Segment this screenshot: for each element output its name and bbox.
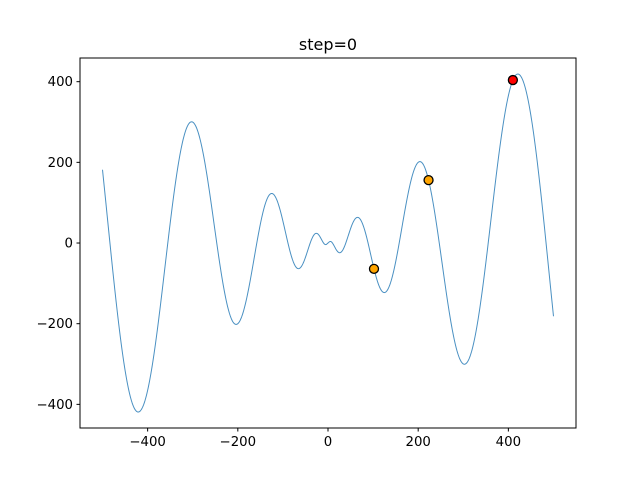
marker-layer bbox=[368, 74, 519, 274]
best-point-marker bbox=[507, 74, 519, 86]
y-tick-label: −200 bbox=[36, 317, 73, 332]
x-tick-label: 200 bbox=[405, 435, 430, 450]
x-tick-label: −200 bbox=[220, 435, 257, 450]
x-tick-label: −400 bbox=[129, 435, 166, 450]
y-tick-label: 400 bbox=[48, 75, 73, 90]
x-tick-label: 400 bbox=[496, 435, 521, 450]
y-tick-label: 0 bbox=[65, 237, 73, 252]
axis-ticks: −400 −200 0 200 400 −400 −200 0 200 400 bbox=[36, 75, 521, 450]
curve-layer bbox=[102, 73, 554, 413]
objective-function-curve bbox=[102, 73, 554, 413]
candidate-point-2-marker bbox=[423, 174, 434, 186]
y-tick-label: −400 bbox=[36, 398, 73, 413]
x-tick-label: 0 bbox=[324, 435, 332, 450]
axes-frame bbox=[79, 57, 577, 429]
candidate-point-1-marker bbox=[368, 263, 380, 274]
chart-title: step=0 bbox=[299, 35, 357, 54]
y-tick-label: 200 bbox=[48, 156, 73, 171]
